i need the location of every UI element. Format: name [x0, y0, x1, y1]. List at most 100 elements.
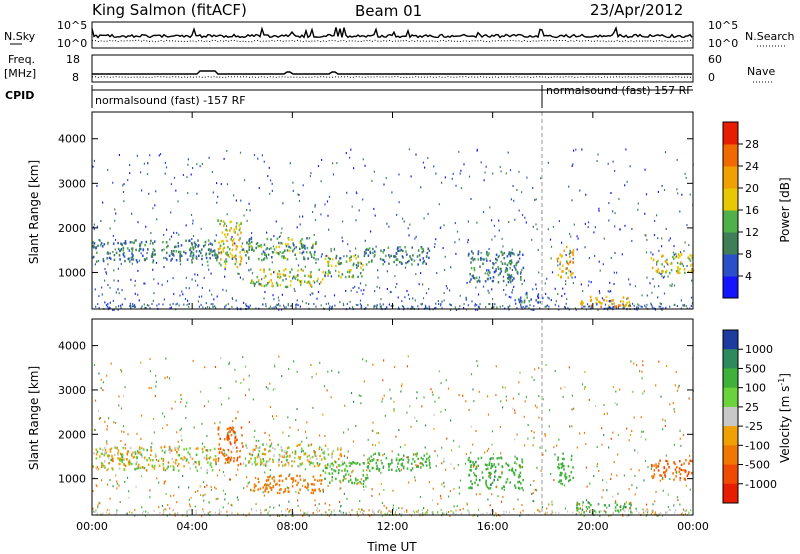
echo-cell [425, 262, 427, 265]
echo-cell [634, 474, 636, 477]
y-tick-label: 1000 [58, 473, 86, 486]
echo-cell [213, 249, 216, 252]
echo-cell [122, 446, 124, 449]
echo-cell [293, 244, 295, 247]
echo-cell [130, 305, 132, 308]
echo-cell [157, 282, 159, 285]
echo-cell [236, 450, 238, 453]
echo-cell [571, 425, 573, 428]
echo-cell [101, 452, 104, 456]
echo-cell [210, 462, 212, 465]
echo-cell [299, 241, 301, 244]
echo-cell [569, 478, 571, 482]
echo-cell [362, 293, 364, 295]
echo-cell [400, 248, 403, 252]
echo-cell [579, 432, 581, 435]
echo-cell [239, 462, 242, 466]
echo-cell [483, 179, 485, 182]
echo-cell [558, 467, 560, 470]
echo-cell [488, 475, 490, 478]
echo-cell [262, 443, 264, 446]
echo-cell [226, 229, 228, 232]
echo-cell [458, 238, 460, 241]
echo-cell [139, 466, 142, 470]
echo-cell [645, 510, 647, 513]
echo-cell [597, 503, 599, 506]
echo-cell [167, 244, 169, 248]
echo-cell [453, 487, 455, 490]
echo-cell [230, 433, 233, 437]
echo-cell [208, 156, 210, 159]
echo-cell [653, 464, 655, 467]
echo-cell [322, 490, 324, 493]
echo-cell [443, 457, 445, 460]
echo-cell [636, 486, 638, 489]
echo-cell [585, 443, 587, 446]
echo-cell [106, 442, 108, 445]
echo-cell [246, 446, 248, 449]
echo-cell [264, 274, 267, 278]
echo-cell [504, 386, 506, 389]
echo-cell [513, 285, 515, 288]
echo-cell [623, 474, 625, 477]
echo-cell [186, 512, 188, 515]
echo-cell [505, 481, 508, 484]
colorbar-tick-label: -500 [745, 459, 770, 472]
echo-cell [239, 263, 241, 266]
echo-cell [660, 511, 662, 514]
echo-cell [422, 248, 424, 251]
echo-cell [177, 245, 180, 248]
echo-cell [608, 300, 610, 303]
echo-cell [677, 386, 679, 389]
echo-cell [396, 263, 398, 266]
echo-cell [643, 479, 645, 482]
echo-cell [389, 291, 391, 294]
echo-cell [224, 452, 226, 455]
echo-cell [121, 453, 124, 456]
echo-cell [214, 422, 216, 425]
echo-cell [134, 239, 136, 242]
echo-cell [132, 303, 134, 305]
x-tick-label: 00:00 [677, 520, 709, 533]
echo-cell [687, 472, 690, 476]
echo-cell [519, 511, 522, 514]
echo-cell [112, 459, 114, 463]
echo-cell [243, 378, 245, 381]
echo-cell [303, 280, 306, 283]
echo-cell [354, 285, 356, 288]
echo-cell [472, 258, 474, 262]
echo-cell [351, 481, 353, 485]
echo-cell [194, 505, 196, 508]
echo-cell [288, 474, 290, 478]
echo-cell [623, 509, 625, 512]
echo-cell [134, 292, 136, 295]
echo-cell [215, 253, 217, 256]
echo-cell [240, 199, 242, 202]
echo-cell [400, 514, 402, 517]
echo-cell [164, 480, 166, 483]
echo-cell [601, 443, 603, 446]
echo-cell [669, 284, 671, 287]
echo-cell [318, 503, 320, 506]
echo-cell [542, 453, 544, 456]
echo-cell [475, 493, 478, 496]
echo-cell [660, 303, 662, 305]
echo-cell [349, 259, 351, 262]
echo-cell [323, 385, 326, 388]
echo-cell [231, 248, 234, 251]
echo-cell [391, 468, 393, 471]
echo-cell [583, 511, 585, 514]
echo-cell [688, 471, 690, 474]
echo-cell [445, 468, 447, 471]
echo-cell [218, 508, 220, 511]
cpid-segment-2: normalsound (fast) 157 RF [546, 84, 693, 97]
echo-cell [170, 183, 172, 186]
echo-cell [310, 461, 312, 464]
echo-cell [172, 252, 174, 256]
echo-cell [409, 405, 411, 408]
echo-cell [256, 456, 259, 459]
echo-cell [533, 436, 535, 439]
echo-cell [522, 509, 524, 512]
echo-cell [285, 477, 288, 480]
echo-cell [152, 242, 154, 245]
